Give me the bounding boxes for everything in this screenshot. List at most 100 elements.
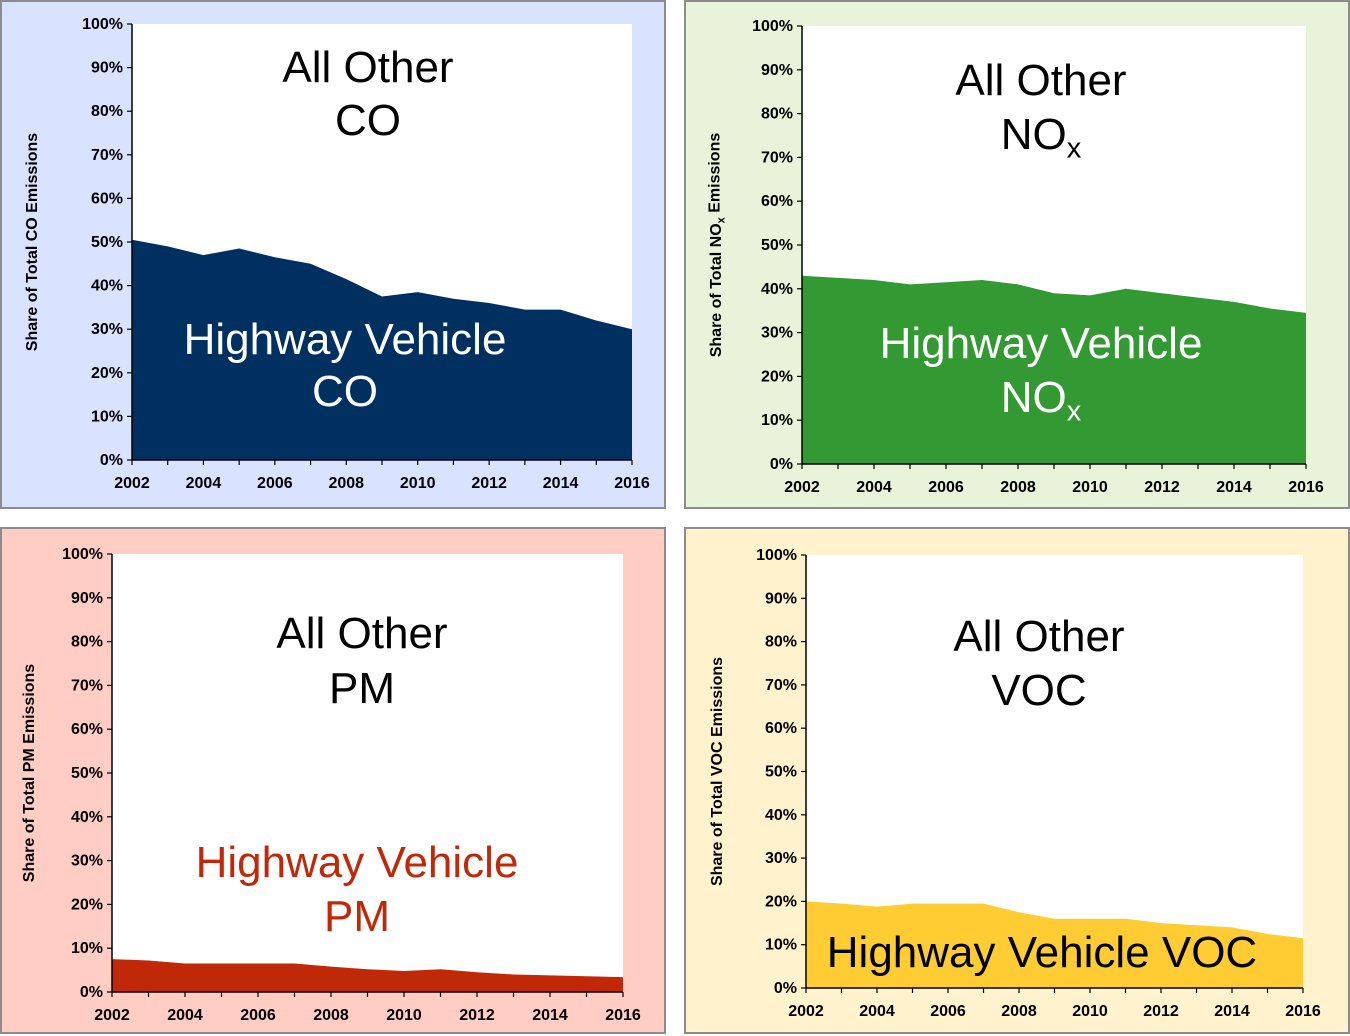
- voc-y-tick-label: 60%: [765, 720, 797, 737]
- pm-x-tick-label: 2012: [459, 1007, 495, 1024]
- nox-x-tick-label: 2010: [1072, 479, 1108, 496]
- voc-highway-vehicle-label: Highway Vehicle VOC: [827, 928, 1257, 977]
- co-y-tick-label: 90%: [91, 60, 123, 77]
- pm-x-tick-label: 2014: [532, 1007, 568, 1024]
- nox-y-tick-label: 10%: [761, 412, 793, 429]
- pm-x-tick-label: 2006: [240, 1007, 276, 1024]
- voc-all-other-label: All Other: [953, 612, 1124, 661]
- co-chart-svg: 0% 10% 20% 30% 40% 50% 60% 70% 80% 90% 100% 2002 200…: [24, 16, 650, 492]
- voc-y-tick-label: 70%: [765, 677, 797, 694]
- voc-x-tick-label: 2002: [788, 1003, 824, 1020]
- nox-y-tick-label: 20%: [761, 368, 793, 385]
- nox-x-tick-label: 2008: [1000, 479, 1036, 496]
- nox-y-tick-label: 60%: [761, 193, 793, 210]
- co-all-other-label: CO: [335, 96, 401, 145]
- nox-x-tick-label: 2014: [1216, 479, 1252, 496]
- pm-y-tick-label: 80%: [71, 634, 103, 651]
- co-highway-vehicle-label: Highway Vehicle: [184, 315, 507, 364]
- voc-x-tick-label: 2006: [930, 1003, 966, 1020]
- nox-y-tick-label: 70%: [761, 149, 793, 166]
- co-y-tick-label: 80%: [91, 103, 123, 120]
- voc-y-tick-label: 0%: [774, 980, 797, 997]
- nox-y-tick-label: 80%: [761, 106, 793, 123]
- pm-plot-area: [112, 554, 623, 992]
- nox-y-tick-label: 30%: [761, 325, 793, 342]
- voc-x-tick-label: 2010: [1072, 1003, 1108, 1020]
- pm-y-tick-label: 30%: [71, 853, 103, 870]
- voc-all-other-label: VOC: [991, 666, 1086, 715]
- voc-panel: 0% 10% 20% 30% 40% 50% 60% 70% 80% 90% 100% 2002 200…: [684, 527, 1350, 1034]
- co-y-tick-label: 0%: [100, 452, 123, 469]
- nox-x-tick-label: 2004: [856, 479, 892, 496]
- co-highway-vehicle-area: [132, 239, 632, 460]
- voc-y-tick-label: 20%: [765, 893, 797, 910]
- pm-y-tick-label: 60%: [71, 721, 103, 738]
- co-y-tick-label: 50%: [91, 234, 123, 251]
- co-x-tick-label: 2014: [543, 475, 579, 492]
- nox-y-tick-label: 40%: [761, 281, 793, 298]
- pm-highway-vehicle-label: Highway Vehicle: [196, 838, 519, 887]
- co-y-axis-label: Share of Total CO Emissions: [24, 133, 41, 352]
- co-x-tick-label: 2006: [257, 475, 293, 492]
- pm-y-tick-label: 10%: [71, 940, 103, 957]
- nox-x-tick-label: 2002: [784, 479, 820, 496]
- pm-panel: 0% 10% 20% 30% 40% 50% 60% 70% 80% 90% 100% 2002 200…: [0, 527, 666, 1034]
- nox-x-tick-label: 2006: [928, 479, 964, 496]
- nox-y-tick-label: 0%: [770, 456, 793, 473]
- pm-x-tick-label: 2010: [386, 1007, 422, 1024]
- pm-x-tick-label: 2008: [313, 1007, 349, 1024]
- co-x-tick-label: 2002: [114, 475, 150, 492]
- voc-x-tick-label: 2014: [1214, 1003, 1250, 1020]
- co-highway-vehicle-label: CO: [312, 367, 378, 416]
- pm-y-tick-label: 20%: [71, 896, 103, 913]
- voc-y-axis-label: Share of Total VOC Emissions: [709, 657, 726, 886]
- nox-x-tick-label: 2016: [1288, 479, 1324, 496]
- nox-chart-svg: 0% 10% 20% 30% 40% 50% 60% 70% 80% 90% 100% 2002 200…: [707, 18, 1324, 496]
- pm-all-other-label: PM: [329, 664, 395, 713]
- co-x-tick-label: 2010: [400, 475, 436, 492]
- voc-y-tick-label: 50%: [765, 764, 797, 781]
- co-all-other-label: All Other: [282, 43, 453, 92]
- co-x-tick-label: 2008: [328, 475, 364, 492]
- pm-y-tick-label: 90%: [71, 590, 103, 607]
- co-y-tick-label: 20%: [91, 365, 123, 382]
- nox-all-other-label: All Other: [955, 56, 1126, 105]
- voc-x-tick-label: 2016: [1285, 1003, 1321, 1020]
- nox-highway-vehicle-label: Highway Vehicle: [880, 319, 1203, 368]
- pm-y-axis-label: Share of Total PM Emissions: [21, 664, 38, 883]
- nox-y-axis-label: Share of Total NOx Emissions: [707, 133, 728, 358]
- co-panel: 0% 10% 20% 30% 40% 50% 60% 70% 80% 90% 100% 2002 200…: [0, 0, 666, 509]
- nox-highway-vehicle-area: [802, 275, 1306, 464]
- nox-y-tick-label: 90%: [761, 62, 793, 79]
- voc-x-tick-label: 2008: [1001, 1003, 1037, 1020]
- nox-highway-vehicle-label: NOx: [1001, 373, 1082, 428]
- voc-x-tick-label: 2004: [859, 1003, 895, 1020]
- nox-all-other-label: NOx: [1001, 110, 1082, 165]
- voc-y-tick-label: 10%: [765, 937, 797, 954]
- pm-highway-vehicle-label: PM: [324, 892, 390, 941]
- pm-x-tick-label: 2004: [167, 1007, 203, 1024]
- co-y-tick-label: 70%: [91, 147, 123, 164]
- pm-chart-svg: 0% 10% 20% 30% 40% 50% 60% 70% 80% 90% 100% 2002 200…: [21, 546, 641, 1024]
- co-x-tick-label: 2016: [614, 475, 650, 492]
- pm-all-other-label: All Other: [276, 609, 447, 658]
- voc-y-tick-label: 90%: [765, 590, 797, 607]
- nox-panel: 0% 10% 20% 30% 40% 50% 60% 70% 80% 90% 100% 2002 200…: [684, 0, 1350, 509]
- pm-y-tick-label: 0%: [80, 984, 103, 1001]
- co-x-tick-label: 2012: [471, 475, 507, 492]
- pm-x-tick-label: 2016: [605, 1007, 641, 1024]
- pm-highway-vehicle-area: [112, 959, 623, 992]
- pm-y-tick-label: 40%: [71, 809, 103, 826]
- voc-chart-svg: 0% 10% 20% 30% 40% 50% 60% 70% 80% 90% 100% 2002 200…: [709, 547, 1321, 1020]
- voc-highway-vehicle-area: [806, 901, 1303, 988]
- co-y-tick-label: 60%: [91, 190, 123, 207]
- voc-x-tick-label: 2012: [1143, 1003, 1179, 1020]
- co-x-tick-label: 2004: [186, 475, 222, 492]
- voc-y-tick-label: 30%: [765, 850, 797, 867]
- pm-y-tick-label: 50%: [71, 765, 103, 782]
- voc-y-tick-label: 40%: [765, 807, 797, 824]
- nox-y-tick-label: 50%: [761, 237, 793, 254]
- voc-y-tick-label: 80%: [765, 634, 797, 651]
- nox-x-tick-label: 2012: [1144, 479, 1180, 496]
- pm-x-tick-label: 2002: [94, 1007, 130, 1024]
